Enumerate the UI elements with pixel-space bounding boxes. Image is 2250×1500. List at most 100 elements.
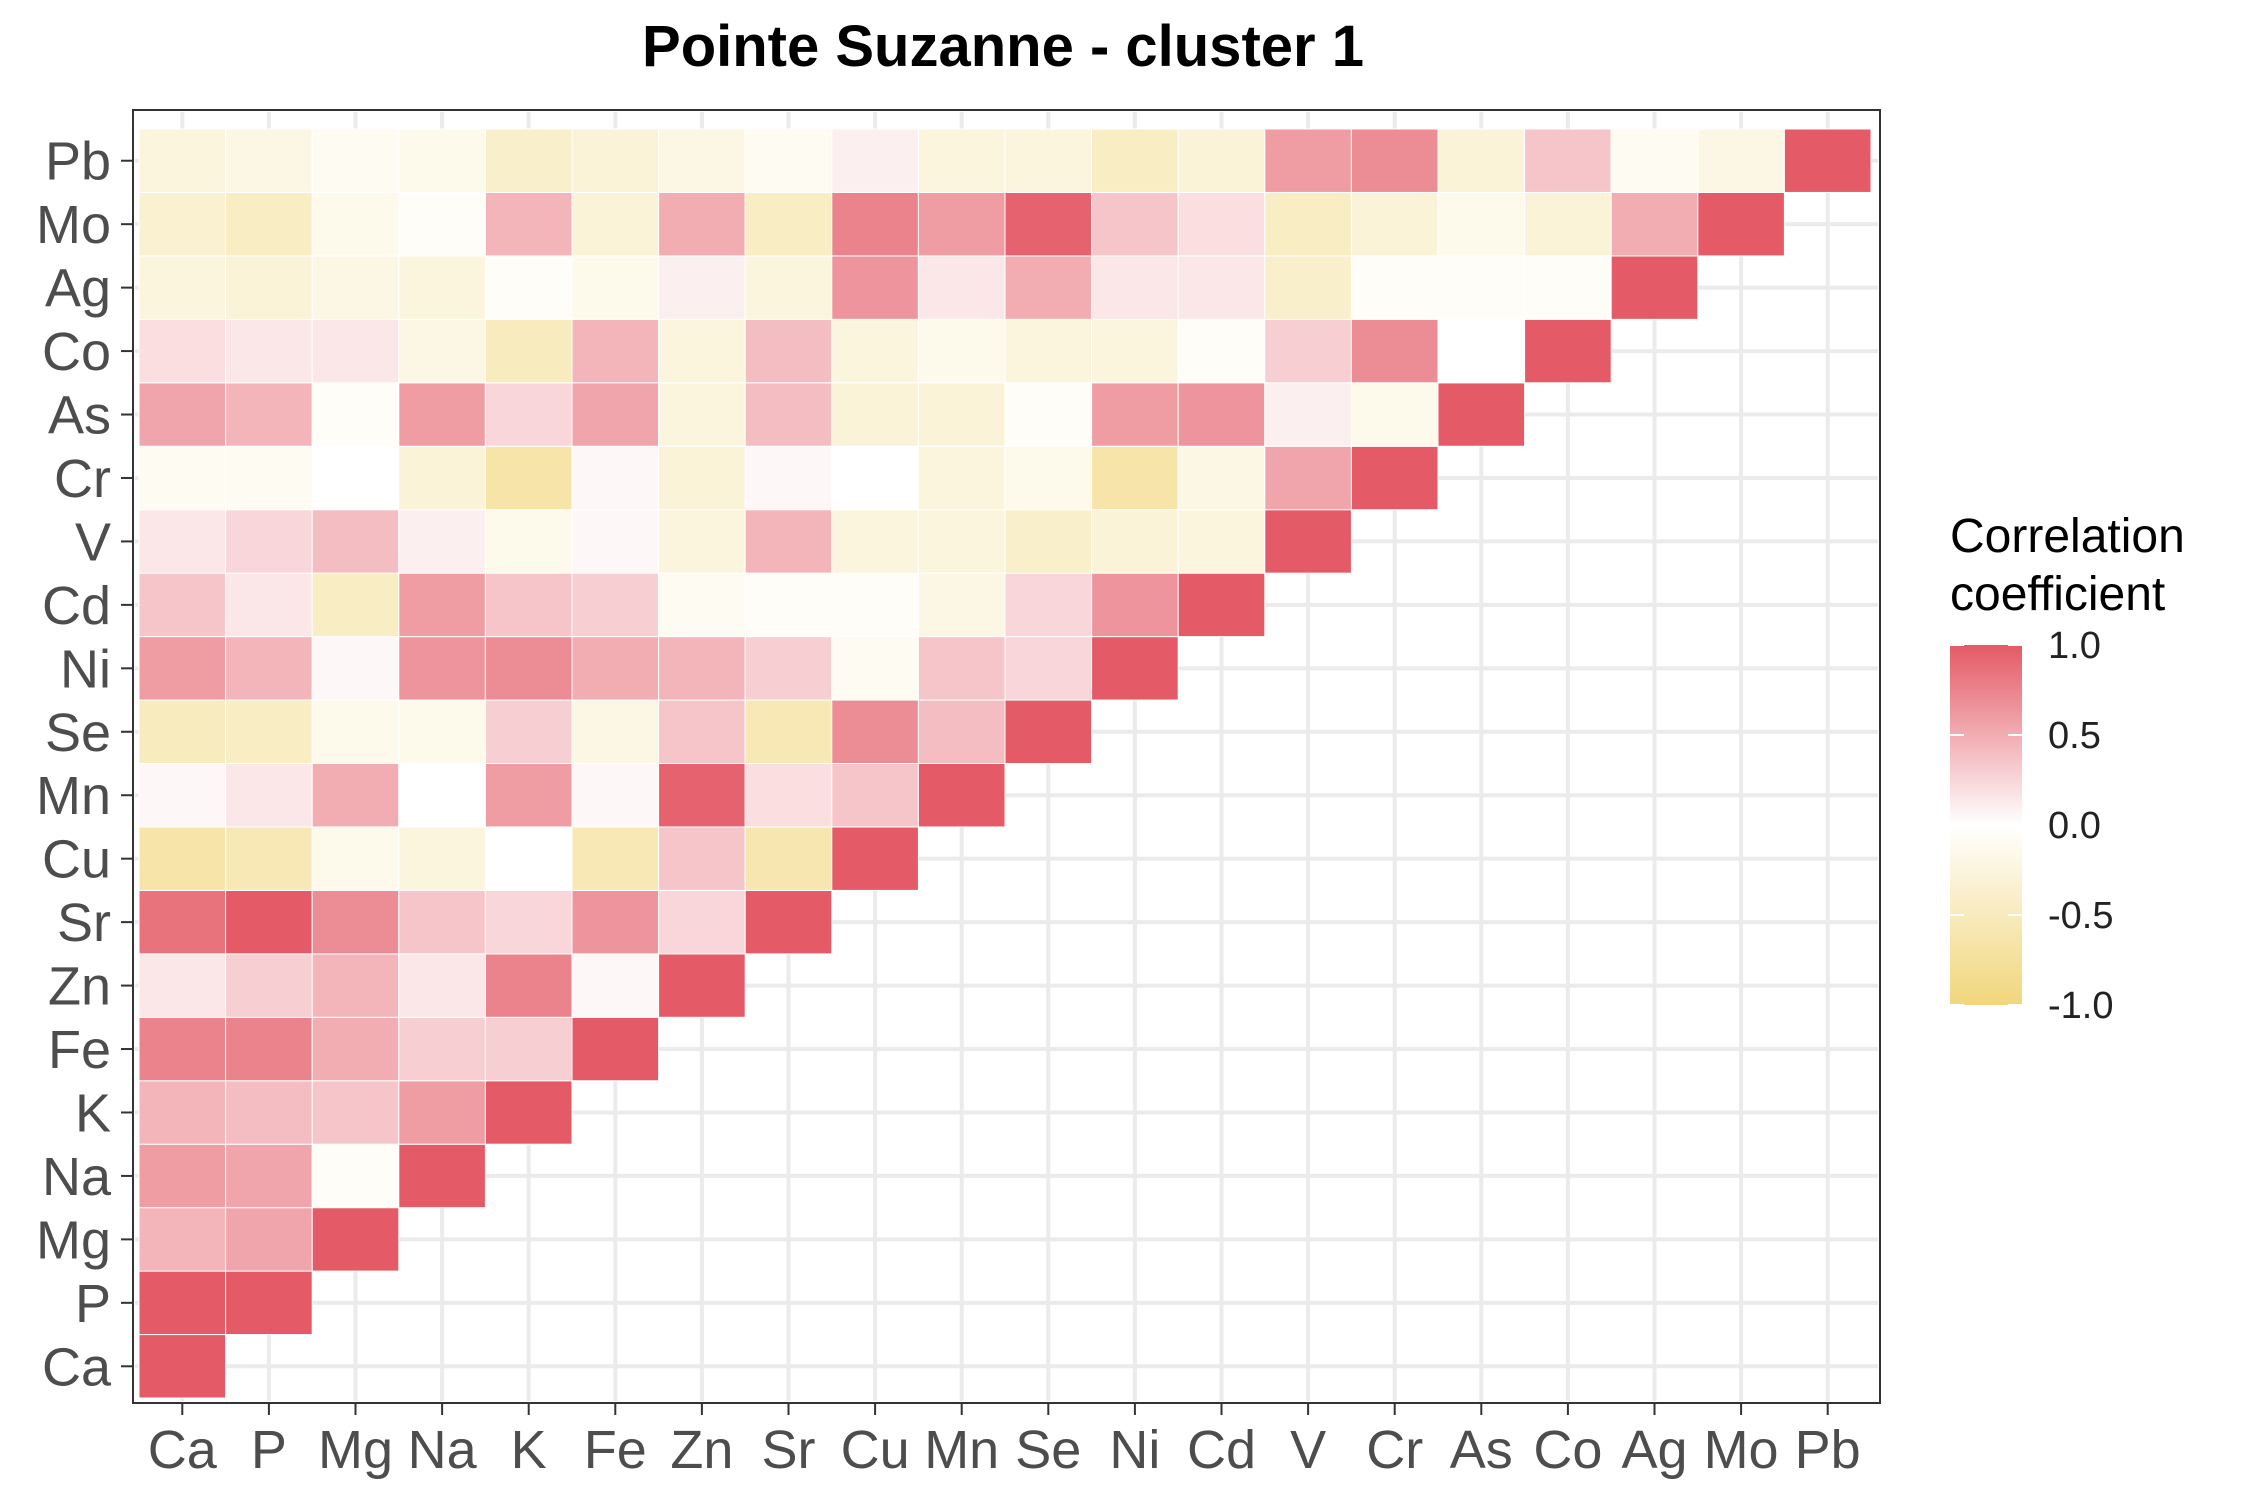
heatmap-cell bbox=[744, 128, 833, 193]
heatmap-cell bbox=[571, 636, 660, 701]
heatmap-cell bbox=[138, 509, 227, 574]
heatmap-cell bbox=[1697, 191, 1785, 257]
heatmap-cell bbox=[1524, 128, 1612, 193]
x-tick-label: V bbox=[1290, 1420, 1326, 1480]
heatmap-cell bbox=[1264, 255, 1352, 320]
heatmap-cell bbox=[1177, 445, 1266, 511]
heatmap-cell bbox=[658, 572, 746, 638]
heatmap-cell bbox=[225, 318, 313, 384]
heatmap-cell bbox=[744, 826, 833, 891]
heatmap-cell bbox=[1004, 509, 1093, 574]
y-tick-label: Fe bbox=[48, 1020, 111, 1080]
heatmap-cell bbox=[398, 699, 486, 764]
heatmap-cell bbox=[311, 445, 400, 511]
x-tick-label: P bbox=[251, 1420, 287, 1480]
heatmap-cell bbox=[571, 382, 660, 447]
heatmap-cell bbox=[1437, 318, 1526, 384]
heatmap-cell bbox=[831, 382, 919, 447]
heatmap-cell bbox=[1004, 636, 1093, 701]
heatmap-cell bbox=[744, 763, 833, 828]
heatmap-cell bbox=[398, 318, 486, 384]
heatmap-cell bbox=[1350, 445, 1439, 511]
heatmap-cell bbox=[1350, 128, 1439, 193]
heatmap-cell bbox=[398, 255, 486, 320]
x-tick-label: Mn bbox=[924, 1420, 999, 1480]
heatmap-cell bbox=[917, 763, 1006, 828]
heatmap-cell bbox=[398, 1016, 486, 1082]
y-tick-label: Sr bbox=[57, 893, 111, 953]
heatmap-cell bbox=[917, 255, 1006, 320]
heatmap-cell bbox=[831, 699, 919, 764]
y-tick-label: Ag bbox=[45, 259, 111, 319]
heatmap-cell bbox=[311, 572, 400, 638]
heatmap-cell bbox=[311, 509, 400, 574]
heatmap-cell bbox=[398, 572, 486, 638]
heatmap-cell bbox=[484, 1080, 573, 1145]
heatmap-cell bbox=[658, 255, 746, 320]
heatmap-cell bbox=[138, 1080, 227, 1145]
heatmap-cell bbox=[138, 826, 227, 891]
heatmap-cell bbox=[225, 763, 313, 828]
heatmap-cell bbox=[398, 636, 486, 701]
heatmap-cell bbox=[1177, 255, 1266, 320]
heatmap-cell bbox=[225, 191, 313, 257]
x-tick-label: Na bbox=[408, 1420, 478, 1480]
heatmap-cell bbox=[658, 953, 746, 1018]
heatmap-cell bbox=[1350, 382, 1439, 447]
heatmap-cell bbox=[1437, 382, 1526, 447]
heatmap-cell bbox=[1004, 445, 1093, 511]
heatmap-cell bbox=[1264, 509, 1352, 574]
heatmap-cell bbox=[225, 889, 313, 955]
heatmap-cell bbox=[138, 953, 227, 1018]
heatmap-cell bbox=[138, 191, 227, 257]
heatmap-cell bbox=[1350, 191, 1439, 257]
heatmap-cell bbox=[1004, 318, 1093, 384]
y-tick-label: Se bbox=[45, 703, 111, 763]
heatmap-cell bbox=[1091, 382, 1179, 447]
x-tick-label: Pb bbox=[1795, 1420, 1861, 1480]
heatmap-cell bbox=[484, 826, 573, 891]
y-tick-label: Cd bbox=[42, 576, 111, 636]
heatmap-cell bbox=[1091, 191, 1179, 257]
heatmap-cell bbox=[311, 1207, 400, 1272]
heatmap-cell bbox=[1350, 318, 1439, 384]
legend-tick-label: -0.5 bbox=[2048, 895, 2113, 937]
heatmap-cell bbox=[138, 128, 227, 193]
x-tick-label: Mg bbox=[318, 1420, 393, 1480]
legend-tick-label: 0.0 bbox=[2048, 805, 2101, 847]
heatmap-cell bbox=[138, 699, 227, 764]
heatmap-cell bbox=[225, 1207, 313, 1272]
heatmap-cell bbox=[1091, 636, 1179, 701]
heatmap-cell bbox=[311, 1080, 400, 1145]
heatmap-cell bbox=[917, 128, 1006, 193]
heatmap-cell bbox=[484, 953, 573, 1018]
legend-ticks: 1.0 0.5 0.0 -0.5 -1.0 bbox=[1950, 625, 2113, 1027]
x-tick-label: Fe bbox=[584, 1420, 647, 1480]
heatmap-cell bbox=[1524, 191, 1612, 257]
heatmap-cell bbox=[1610, 128, 1699, 193]
heatmap-cell bbox=[831, 445, 919, 511]
heatmap-cell bbox=[398, 191, 486, 257]
heatmap-cell bbox=[831, 191, 919, 257]
heatmap-cell bbox=[744, 889, 833, 955]
heatmap-cell bbox=[571, 445, 660, 511]
heatmap-cell bbox=[311, 382, 400, 447]
heatmap-cell bbox=[311, 826, 400, 891]
y-tick-label: Mn bbox=[36, 766, 111, 826]
y-tick-label: Cr bbox=[54, 449, 111, 509]
heatmap-cell bbox=[744, 318, 833, 384]
heatmap-cell bbox=[311, 318, 400, 384]
heatmap-cell bbox=[1091, 255, 1179, 320]
heatmap-cell bbox=[744, 382, 833, 447]
heatmap-cell bbox=[484, 509, 573, 574]
heatmap-cell bbox=[1177, 382, 1266, 447]
x-tick-label: Ni bbox=[1109, 1420, 1160, 1480]
heatmap-cell bbox=[311, 1016, 400, 1082]
heatmap-cell bbox=[1524, 318, 1612, 384]
x-tick-label: As bbox=[1450, 1420, 1513, 1480]
heatmap-cell bbox=[138, 1143, 227, 1209]
y-tick-label: P bbox=[75, 1274, 111, 1334]
heatmap-cell bbox=[1091, 128, 1179, 193]
heatmap-cell bbox=[484, 889, 573, 955]
